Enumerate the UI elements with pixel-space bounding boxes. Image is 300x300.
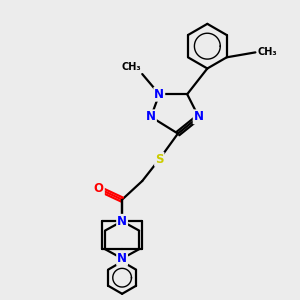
Text: CH₃: CH₃ bbox=[258, 47, 278, 57]
Text: CH₃: CH₃ bbox=[121, 61, 141, 72]
Text: N: N bbox=[117, 252, 127, 265]
Text: O: O bbox=[94, 182, 104, 195]
Text: N: N bbox=[146, 110, 156, 123]
Text: N: N bbox=[117, 215, 127, 228]
Text: S: S bbox=[155, 153, 164, 166]
Text: N: N bbox=[194, 110, 204, 123]
Text: N: N bbox=[154, 88, 164, 101]
